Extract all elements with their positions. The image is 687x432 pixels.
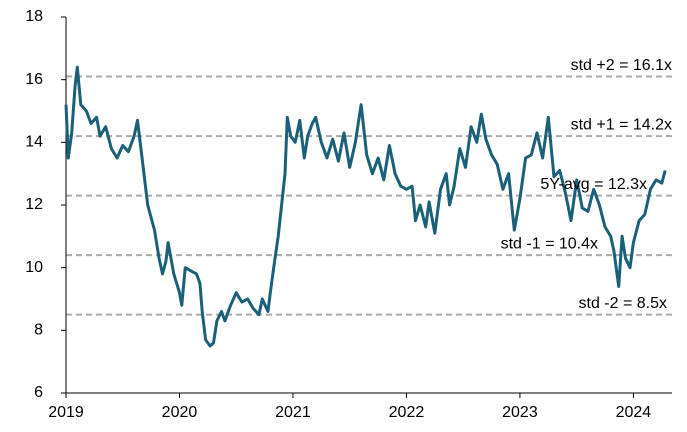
x-tick-label: 2021 (275, 404, 311, 421)
x-tick-label: 2019 (48, 404, 84, 421)
x-tick-label: 2024 (616, 404, 652, 421)
reference-label: std +2 = 16.1x (571, 57, 672, 74)
data-line (64, 65, 667, 348)
y-tick-label: 18 (25, 8, 43, 25)
y-tick-label: 12 (25, 196, 43, 213)
y-tick-label: 10 (25, 259, 43, 276)
reference-label: 5Y-avg = 12.3x (540, 176, 647, 193)
y-tick-label: 6 (34, 384, 43, 401)
x-tick-label: 2020 (162, 404, 198, 421)
x-tick-label: 2022 (389, 404, 425, 421)
reference-label: std +1 = 14.2x (571, 116, 672, 133)
y-tick-label: 8 (34, 322, 43, 339)
y-tick-label: 16 (25, 71, 43, 88)
y-tick-label: 14 (25, 134, 43, 151)
x-tick-label: 2023 (502, 404, 538, 421)
reference-label: std -2 = 8.5x (579, 295, 668, 312)
reference-label: std -1 = 10.4x (501, 235, 598, 252)
